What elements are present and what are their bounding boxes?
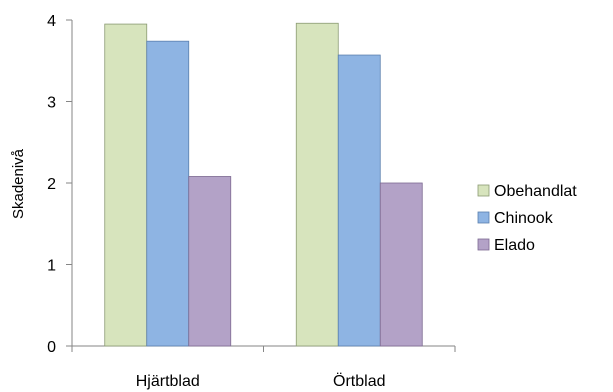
y-tick-label: 2 <box>47 176 56 193</box>
bar-obehandlat-2 <box>295 22 339 347</box>
legend-label-chinook: Chinook <box>494 210 554 227</box>
y-axis: 0 1 2 3 4 <box>47 13 73 356</box>
bar-obehandlat-1 <box>104 23 148 347</box>
y-axis-title: Skadenivå <box>10 148 27 219</box>
x-tick-label-2: Örtblad <box>333 372 385 390</box>
legend-label-elado: Elado <box>494 237 535 254</box>
y-tick-label: 1 <box>47 258 56 275</box>
bar-elado-1 <box>188 176 232 347</box>
legend-swatch-chinook <box>477 211 490 224</box>
legend-label-obehandlat: Obehandlat <box>494 183 577 200</box>
bars <box>104 22 423 347</box>
legend: Obehandlat Chinook Elado <box>477 183 577 254</box>
bar-chinook-1 <box>146 40 190 347</box>
legend-swatch-obehandlat <box>477 184 490 197</box>
x-axis: Hjärtblad Örtblad <box>71 345 456 390</box>
y-tick-label: 4 <box>47 13 56 30</box>
bar-elado-2 <box>379 182 423 347</box>
legend-swatch-elado <box>477 238 490 251</box>
y-tick-label: 0 <box>47 339 56 356</box>
y-tick-label: 3 <box>47 95 56 112</box>
x-tick-label-1: Hjärtblad <box>136 373 200 390</box>
bar-chinook-2 <box>337 54 381 347</box>
